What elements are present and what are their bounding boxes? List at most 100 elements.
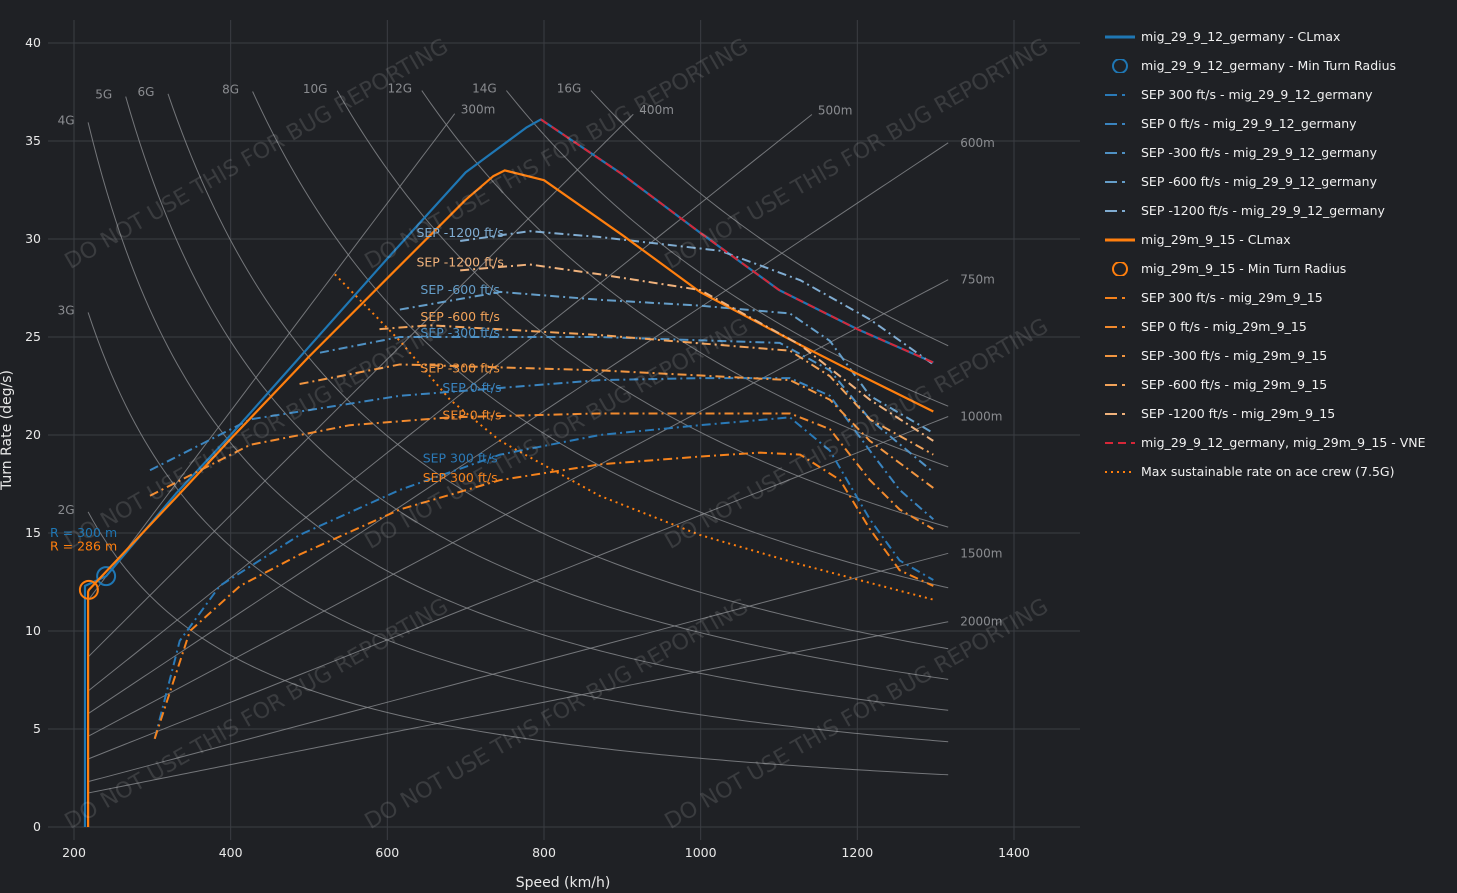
y-tick-label: 20	[25, 427, 41, 442]
g-line-label: 14G	[472, 82, 497, 96]
g-line	[336, 90, 949, 528]
series-line	[149, 412, 934, 530]
legend-swatch	[1105, 233, 1135, 247]
legend-label: SEP -300 ft/s - mig_29_9_12_germany	[1141, 145, 1377, 160]
legend-swatch	[1105, 260, 1135, 277]
radius-line	[87, 416, 949, 760]
min-turn-radius-marker	[78, 579, 99, 600]
legend-swatch	[1105, 117, 1135, 131]
legend-item[interactable]: mig_29_9_12_germany, mig_29m_9_15 - VNE	[1105, 428, 1426, 457]
g-line-label: 10G	[303, 82, 328, 96]
legend-label: SEP -600 ft/s - mig_29_9_12_germany	[1141, 174, 1377, 189]
radius-line	[87, 113, 634, 658]
g-line	[506, 90, 949, 407]
legend-item[interactable]: SEP 0 ft/s - mig_29m_9_15	[1105, 312, 1426, 341]
annotation-label: R = 286 m	[50, 539, 117, 554]
radius-line	[88, 621, 949, 794]
g-line-label: 5G	[95, 88, 112, 102]
legend-item[interactable]: Max sustainable rate on ace crew (7.5G)	[1105, 457, 1426, 486]
legend-item[interactable]: mig_29_9_12_germany - CLmax	[1105, 22, 1426, 51]
legend-item[interactable]: SEP 0 ft/s - mig_29_9_12_germany	[1105, 109, 1426, 138]
series-line	[379, 324, 934, 456]
radius-line-label: 300m	[461, 103, 496, 117]
annotation-label: SEP 300 ft/s	[423, 450, 498, 465]
y-tick-label: 40	[25, 35, 41, 50]
y-axis-title: Turn Rate (deg/s)	[0, 370, 15, 491]
g-line	[87, 511, 949, 776]
legend-item[interactable]: SEP 300 ft/s - mig_29m_9_15	[1105, 283, 1426, 312]
x-axis-title: Speed (km/h)	[516, 875, 611, 891]
legend-item[interactable]: SEP -300 ft/s - mig_29_9_12_germany	[1105, 138, 1426, 167]
annotation-label: R = 300 m	[50, 525, 117, 540]
legend-swatch	[1105, 204, 1135, 218]
y-tick-label: 30	[25, 231, 41, 246]
x-tick-label: 1400	[998, 845, 1030, 860]
legend-swatch	[1105, 320, 1135, 334]
legend-item[interactable]: SEP -1200 ft/s - mig_29m_9_15	[1105, 399, 1426, 428]
min-turn-radius-marker	[96, 566, 117, 587]
legend-swatch	[1105, 407, 1135, 421]
g-line-label: 2G	[58, 503, 75, 517]
annotation-label: SEP 0 ft/s	[442, 407, 501, 422]
annotation-label: SEP -600 ft/s	[420, 282, 500, 297]
legend-label: mig_29_9_12_germany - Min Turn Radius	[1141, 58, 1397, 73]
legend-item[interactable]: SEP -600 ft/s - mig_29_9_12_germany	[1105, 167, 1426, 196]
legend-item[interactable]: mig_29_9_12_germany - Min Turn Radius	[1105, 51, 1426, 80]
g-line-label: 3G	[58, 303, 75, 317]
radius-line-label: 1000m	[960, 409, 1002, 423]
legend-label: SEP 300 ft/s - mig_29_9_12_germany	[1141, 87, 1373, 102]
legend-label: SEP -1200 ft/s - mig_29_9_12_germany	[1141, 203, 1385, 218]
legend-label: Max sustainable rate on ace crew (7.5G)	[1141, 464, 1395, 479]
x-tick-label: 600	[375, 845, 399, 860]
y-tick-label: 35	[25, 133, 41, 148]
annotation-label: SEP 0 ft/s	[442, 380, 501, 395]
legend-item[interactable]: SEP -300 ft/s - mig_29m_9_15	[1105, 341, 1426, 370]
series-line	[399, 290, 934, 434]
legend-label: SEP 300 ft/s - mig_29m_9_15	[1141, 290, 1323, 305]
annotation-label: SEP 300 ft/s	[423, 470, 498, 485]
radius-line	[87, 142, 949, 715]
series-line	[153, 451, 934, 740]
g-line	[87, 122, 949, 711]
legend-label: SEP -600 ft/s - mig_29m_9_15	[1141, 377, 1328, 392]
series-line	[299, 363, 934, 489]
legend-swatch	[1105, 436, 1135, 450]
g-line-label: 12G	[388, 82, 413, 96]
y-tick-label: 15	[25, 525, 41, 540]
legend-label: mig_29_9_12_germany - CLmax	[1141, 29, 1341, 44]
radius-line-label: 400m	[639, 103, 674, 117]
legend-label: SEP -1200 ft/s - mig_29m_9_15	[1141, 406, 1336, 421]
annotation-label: SEP -1200 ft/s	[416, 225, 503, 240]
series-line	[319, 336, 934, 474]
series-line	[540, 118, 934, 364]
legend-item[interactable]: mig_29m_9_15 - Min Turn Radius	[1105, 254, 1426, 283]
x-tick-label: 800	[532, 845, 556, 860]
legend-label: mig_29m_9_15 - CLmax	[1141, 232, 1291, 247]
radius-line-label: 750m	[960, 273, 995, 287]
x-tick-label: 1000	[685, 845, 717, 860]
g-line	[87, 312, 949, 743]
y-tick-label: 0	[33, 819, 41, 834]
legend-swatch	[1105, 349, 1135, 363]
legend-item[interactable]: SEP -1200 ft/s - mig_29_9_12_germany	[1105, 196, 1426, 225]
series-line	[460, 263, 934, 442]
radius-line	[87, 114, 813, 692]
series-line	[460, 230, 934, 366]
x-tick-label: 400	[219, 845, 243, 860]
legend-swatch	[1105, 30, 1135, 44]
legend-swatch	[1105, 88, 1135, 102]
legend-swatch	[1105, 465, 1135, 479]
legend-item[interactable]: mig_29m_9_15 - CLmax	[1105, 225, 1426, 254]
g-line-label: 8G	[222, 83, 239, 97]
x-tick-label: 200	[62, 845, 86, 860]
radius-line-label: 2000m	[960, 615, 1002, 629]
y-tick-label: 25	[25, 329, 41, 344]
radius-line	[87, 113, 456, 601]
legend-item[interactable]: SEP 300 ft/s - mig_29_9_12_germany	[1105, 80, 1426, 109]
legend: mig_29_9_12_germany - CLmax mig_29_9_12_g…	[1105, 22, 1426, 486]
legend-swatch	[1105, 291, 1135, 305]
legend-item[interactable]: SEP -600 ft/s - mig_29m_9_15	[1105, 370, 1426, 399]
g-line	[125, 96, 949, 680]
